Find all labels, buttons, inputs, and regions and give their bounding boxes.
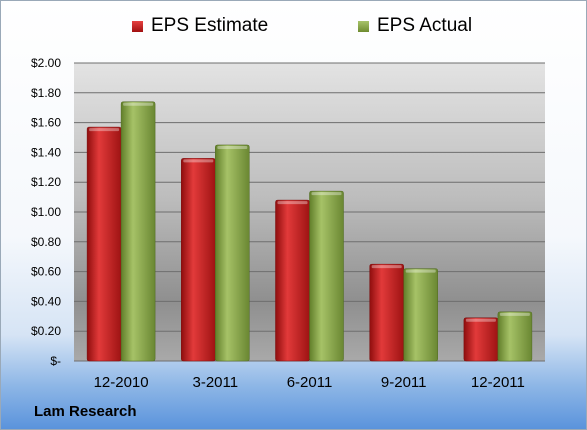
bar-estimate — [86, 126, 122, 362]
bar-actual-highlight — [405, 269, 436, 273]
bar-estimate-highlight — [371, 265, 402, 269]
bar-estimate-highlight — [183, 159, 214, 163]
y-tick-label: $0.60 — [31, 265, 61, 279]
bar-estimate — [275, 199, 310, 362]
y-tick-label: $1.20 — [31, 175, 61, 189]
x-category-label: 3-2011 — [193, 374, 239, 391]
legend-label-estimate: EPS Estimate — [151, 15, 269, 36]
y-tick-label: $0.40 — [31, 294, 61, 308]
y-tick-label: $1.40 — [31, 145, 61, 159]
legend-swatch-estimate — [132, 20, 143, 32]
y-tick-label: $0.20 — [31, 324, 61, 338]
bar-actual — [120, 101, 156, 362]
legend: EPS Estimate EPS Actual — [1, 15, 586, 41]
x-category-label: 12-2011 — [471, 374, 525, 391]
x-category-label: 9-2011 — [381, 374, 427, 391]
y-tick-label: $0.80 — [31, 235, 61, 249]
bar-estimate-highlight — [277, 201, 308, 205]
y-tick-label: $1.00 — [31, 205, 61, 219]
bar-actual-highlight — [311, 192, 342, 196]
x-category-label: 12-2010 — [94, 374, 149, 391]
y-tick-label: $- — [50, 354, 61, 368]
bar-estimate — [369, 263, 404, 362]
bar-actual — [497, 311, 533, 362]
bar-actual-highlight — [123, 102, 154, 106]
bar-actual — [215, 144, 250, 362]
legend-label-actual: EPS Actual — [377, 15, 473, 36]
x-category-label: 6-2011 — [287, 374, 333, 391]
legend-swatch-actual — [358, 20, 369, 32]
bar-estimate-highlight — [89, 128, 120, 132]
bar-actual — [309, 190, 344, 362]
y-axis-ticks: $- $0.20 $0.40 $0.60 $0.80 $1.00 $1.20 $1.40 $1.… — [31, 56, 61, 368]
x-axis-labels: 12-2010 3-2011 6-2011 9-2011 12-2011 — [94, 374, 525, 391]
bar-estimate — [181, 158, 216, 362]
legend-item-estimate: EPS Estimate — [132, 15, 268, 37]
bar-actual-highlight — [499, 312, 530, 316]
bar-actual-highlight — [217, 145, 248, 149]
company-name: Lam Research — [34, 403, 137, 420]
bar-estimate-highlight — [465, 318, 496, 322]
bar-actual — [403, 268, 438, 362]
y-tick-label: $1.80 — [31, 86, 61, 100]
y-tick-label: $1.60 — [31, 116, 61, 130]
bar-estimate — [463, 317, 499, 362]
y-tick-label: $2.00 — [31, 56, 61, 70]
bars — [86, 101, 533, 362]
legend-item-actual: EPS Actual — [358, 15, 472, 37]
